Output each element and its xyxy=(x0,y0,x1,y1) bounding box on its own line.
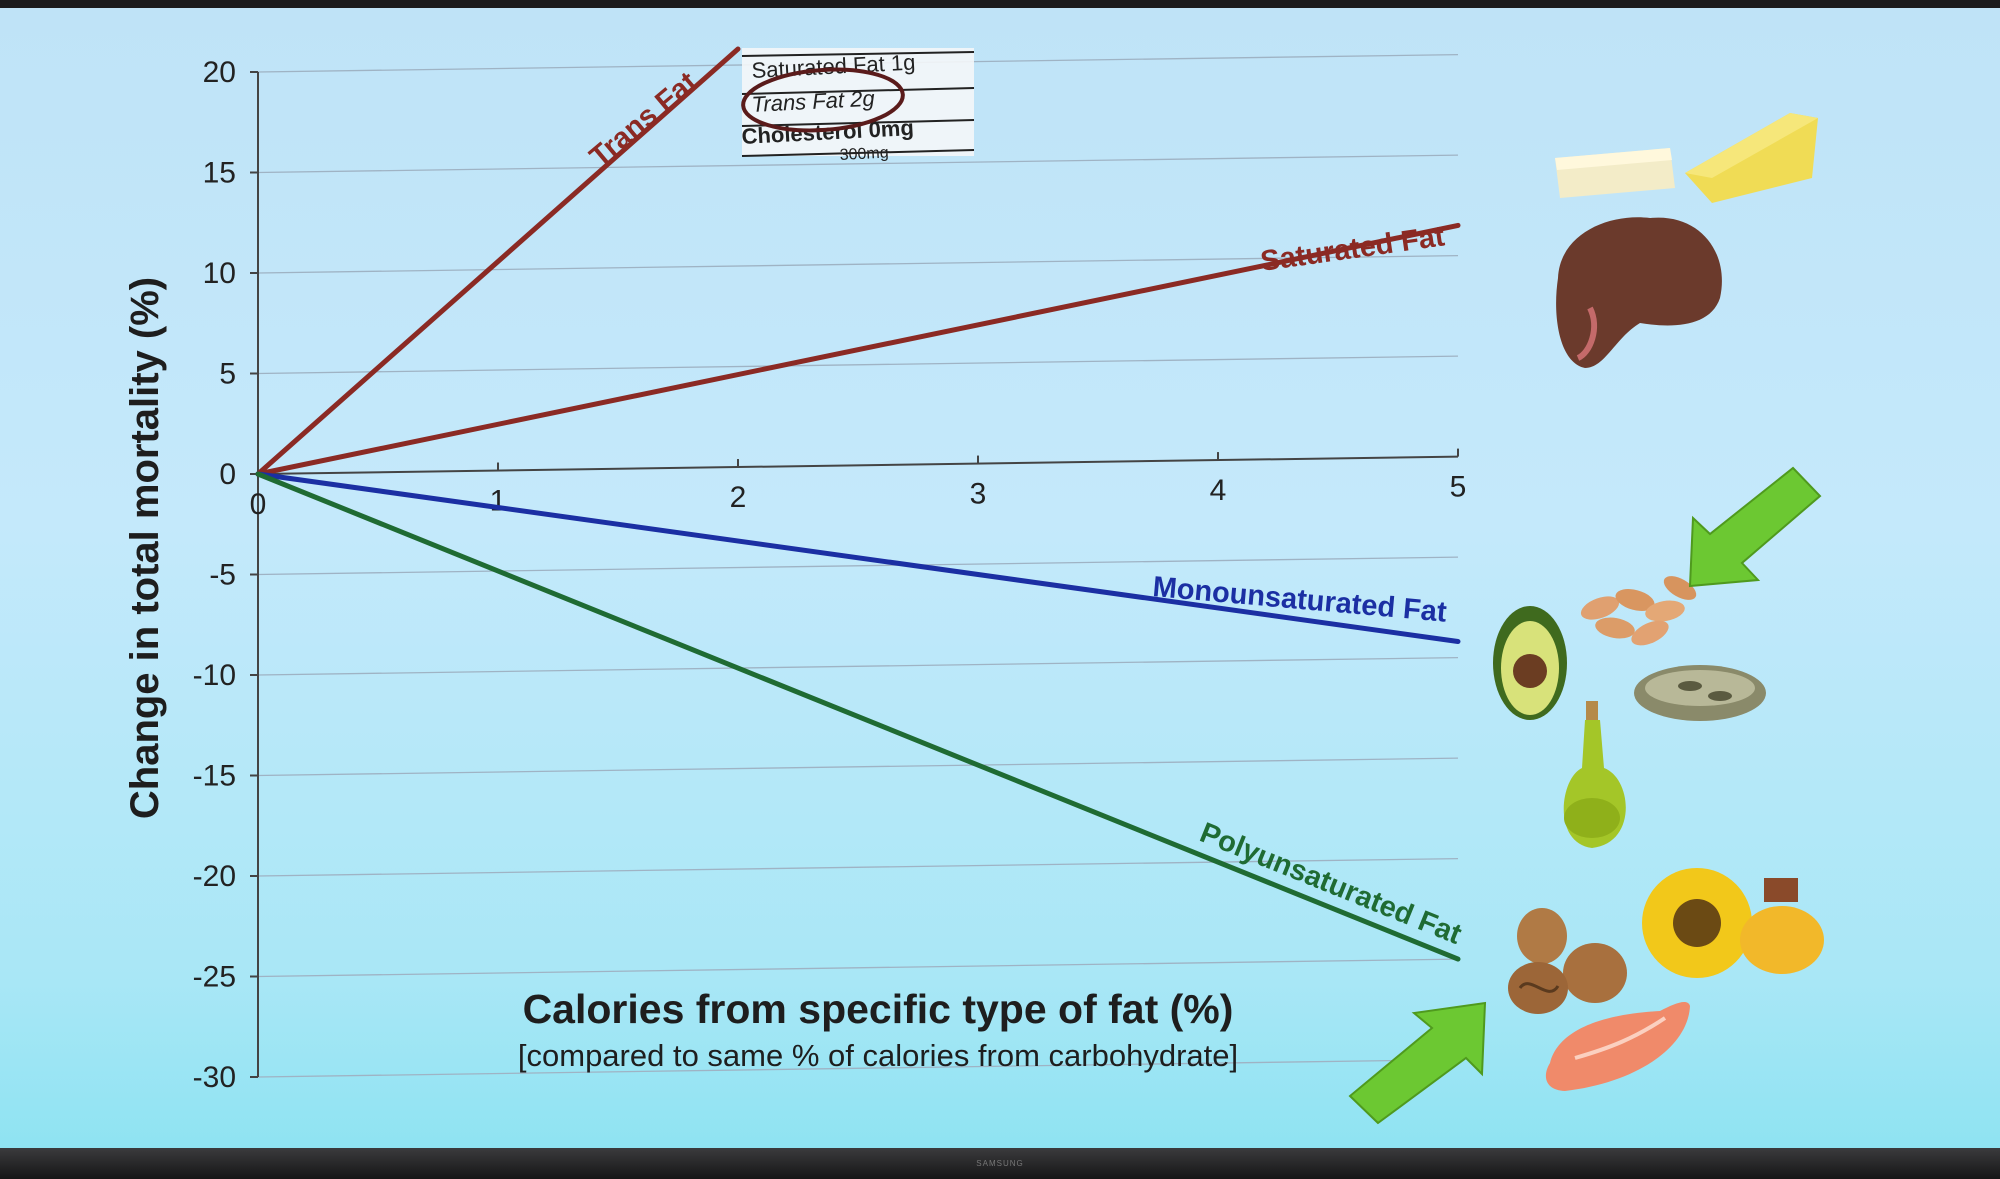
saturated-fat-line xyxy=(255,222,1461,477)
nutrition-label-image: Saturated Fat 1g Trans Fat 2g Cholestero… xyxy=(741,48,975,164)
y-tick-labels: 20 15 10 5 0 -5 -10 -15 -20 -25 -30 xyxy=(193,56,236,1094)
olive-oil-icon xyxy=(1563,701,1626,848)
cheese-icon xyxy=(1685,113,1818,203)
y-tick-label: -5 xyxy=(209,559,236,592)
monitor-brand-logo: SAMSUNG xyxy=(976,1159,1024,1168)
trans-fat-circle xyxy=(741,67,905,133)
y-tick-label: 15 xyxy=(203,157,236,190)
gridline xyxy=(257,556,1459,576)
x-tick-label: 5 xyxy=(1450,471,1467,504)
almonds-icon xyxy=(1580,576,1697,646)
butter-icon xyxy=(1555,148,1675,198)
nutrition-sodium: 300mg xyxy=(839,144,889,164)
x-tick-label: 3 xyxy=(970,478,987,511)
oil-bottle-icon xyxy=(1740,878,1824,974)
gridline xyxy=(257,958,1459,978)
y-tick-label: 10 xyxy=(203,257,236,290)
y-tick-label: -20 xyxy=(193,860,236,893)
avocado-icon xyxy=(1493,606,1567,720)
gridline xyxy=(257,154,1459,174)
y-tick-label: -10 xyxy=(193,659,236,692)
green-arrow-icon xyxy=(1688,466,1822,588)
y-axis-title: Change in total mortality (%) xyxy=(123,277,167,819)
y-tick-label: -15 xyxy=(193,760,236,793)
y-tick-label: 5 xyxy=(219,358,236,391)
green-arrow-icon xyxy=(1348,1001,1487,1125)
y-tick-label: -30 xyxy=(193,1061,236,1094)
gridline xyxy=(257,757,1459,777)
gridline xyxy=(257,656,1459,676)
gridline xyxy=(257,254,1459,274)
label-trans-fat: Trans Fat xyxy=(584,66,704,174)
walnuts-icon xyxy=(1508,908,1627,1014)
seeds-icon xyxy=(1634,665,1766,721)
grid-lines xyxy=(257,53,1459,1078)
x-tick-label: 2 xyxy=(730,481,747,514)
y-tick-label: 0 xyxy=(219,458,236,491)
x-tick-label: 4 xyxy=(1210,474,1227,507)
y-tick-label: 20 xyxy=(203,56,236,89)
series-lines xyxy=(255,46,1461,962)
axes xyxy=(250,71,1459,1078)
x-axis-line xyxy=(257,455,1459,475)
monitor-bezel xyxy=(0,1148,2000,1179)
mortality-chart: 20 15 10 5 0 -5 -10 -15 -20 -25 -30 0 1 2 3 4 5 Saturat… xyxy=(123,46,1824,1125)
monounsaturated-fat-line xyxy=(255,471,1461,644)
gridline xyxy=(257,1058,1459,1078)
polyunsaturated-fat-line xyxy=(255,471,1461,962)
label-polyunsaturated-fat: Polyunsaturated Fat xyxy=(1195,817,1466,951)
x-tick-label: 0 xyxy=(250,488,267,521)
x-axis-title: Calories from specific type of fat (%) xyxy=(523,986,1234,1032)
label-saturated-fat: Saturated Fat xyxy=(1259,220,1447,278)
sunflower-icon xyxy=(1642,868,1752,978)
y-tick-label: -25 xyxy=(193,961,236,994)
x-tick-label: 1 xyxy=(490,485,507,518)
presentation-screen: 20 15 10 5 0 -5 -10 -15 -20 -25 -30 0 1 2 3 4 5 Saturat… xyxy=(0,8,2000,1148)
trans-fat-line xyxy=(255,46,741,477)
gridline xyxy=(257,355,1459,375)
salmon-icon xyxy=(1545,1001,1690,1091)
gridline xyxy=(257,857,1459,877)
x-axis-subtitle: [compared to same % of calories from car… xyxy=(518,1038,1238,1073)
red-meat-icon xyxy=(1556,217,1722,368)
